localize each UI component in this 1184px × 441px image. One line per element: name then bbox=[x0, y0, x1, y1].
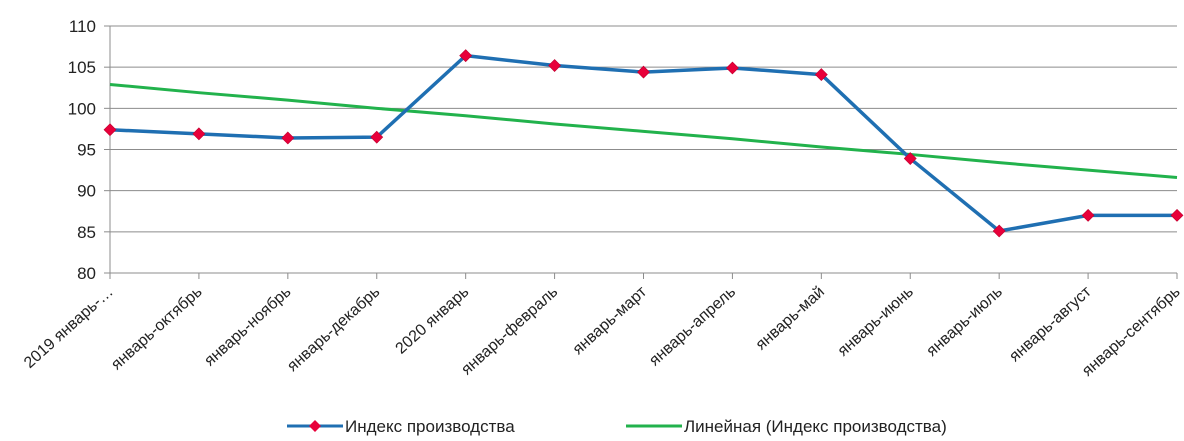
legend: Индекс производства Линейная (Индекс про… bbox=[287, 417, 947, 436]
axes bbox=[109, 26, 1178, 279]
x-tick-label: январь-сентябрь bbox=[1079, 283, 1184, 380]
y-tick-label: 80 bbox=[77, 264, 96, 283]
x-tick-label: январь-октябрь bbox=[108, 283, 205, 373]
y-tick-labels: 80 85 90 95 100 105 110 bbox=[68, 17, 96, 283]
x-tick-label: 2019 январь-… bbox=[21, 283, 117, 371]
data-point bbox=[903, 152, 917, 165]
data-point bbox=[1081, 208, 1095, 222]
y-tick-label: 110 bbox=[69, 17, 96, 36]
data-point bbox=[725, 61, 739, 75]
series bbox=[103, 49, 1184, 238]
x-tick-label: январь-август bbox=[1006, 283, 1095, 365]
x-tick-labels: 2019 январь-…январь-октябрьянварь-ноябрь… bbox=[21, 283, 1184, 380]
x-tick-label: январь-февраль bbox=[458, 283, 561, 378]
data-point bbox=[1170, 208, 1184, 222]
data-point bbox=[281, 131, 295, 145]
y-tick-label: 95 bbox=[77, 141, 96, 160]
series-line-production-index bbox=[109, 53, 1177, 233]
x-tick-label: 2020 январь bbox=[393, 283, 473, 357]
x-tick-label: январь-ноябрь bbox=[201, 283, 294, 369]
x-tick-label: январь-май bbox=[753, 283, 828, 353]
x-tick-label: январь-март bbox=[570, 283, 651, 358]
data-point bbox=[370, 130, 384, 144]
x-tick-label: январь-апрель bbox=[646, 283, 739, 369]
x-tick-label: январь-июль bbox=[923, 283, 1005, 360]
trendline-linear bbox=[109, 82, 1178, 179]
y-tick-label: 100 bbox=[68, 99, 96, 118]
legend-label-linear-trend: Линейная (Индекс производства) bbox=[684, 417, 947, 436]
y-tick-label: 85 bbox=[77, 223, 96, 242]
data-point bbox=[103, 123, 117, 137]
legend-marker-production-index bbox=[309, 420, 321, 432]
gridlines bbox=[104, 25, 1177, 274]
data-point bbox=[192, 127, 206, 141]
x-tick-label: январь-декабрь bbox=[284, 283, 383, 375]
data-point bbox=[814, 68, 828, 82]
data-point bbox=[637, 65, 650, 79]
data-point bbox=[548, 59, 562, 72]
y-tick-label: 90 bbox=[77, 182, 96, 201]
legend-label-production-index: Индекс производства bbox=[345, 417, 515, 436]
data-point bbox=[459, 49, 473, 63]
y-tick-label: 105 bbox=[68, 58, 96, 77]
data-point bbox=[992, 224, 1006, 238]
x-tick-label: январь-июнь bbox=[835, 283, 917, 359]
